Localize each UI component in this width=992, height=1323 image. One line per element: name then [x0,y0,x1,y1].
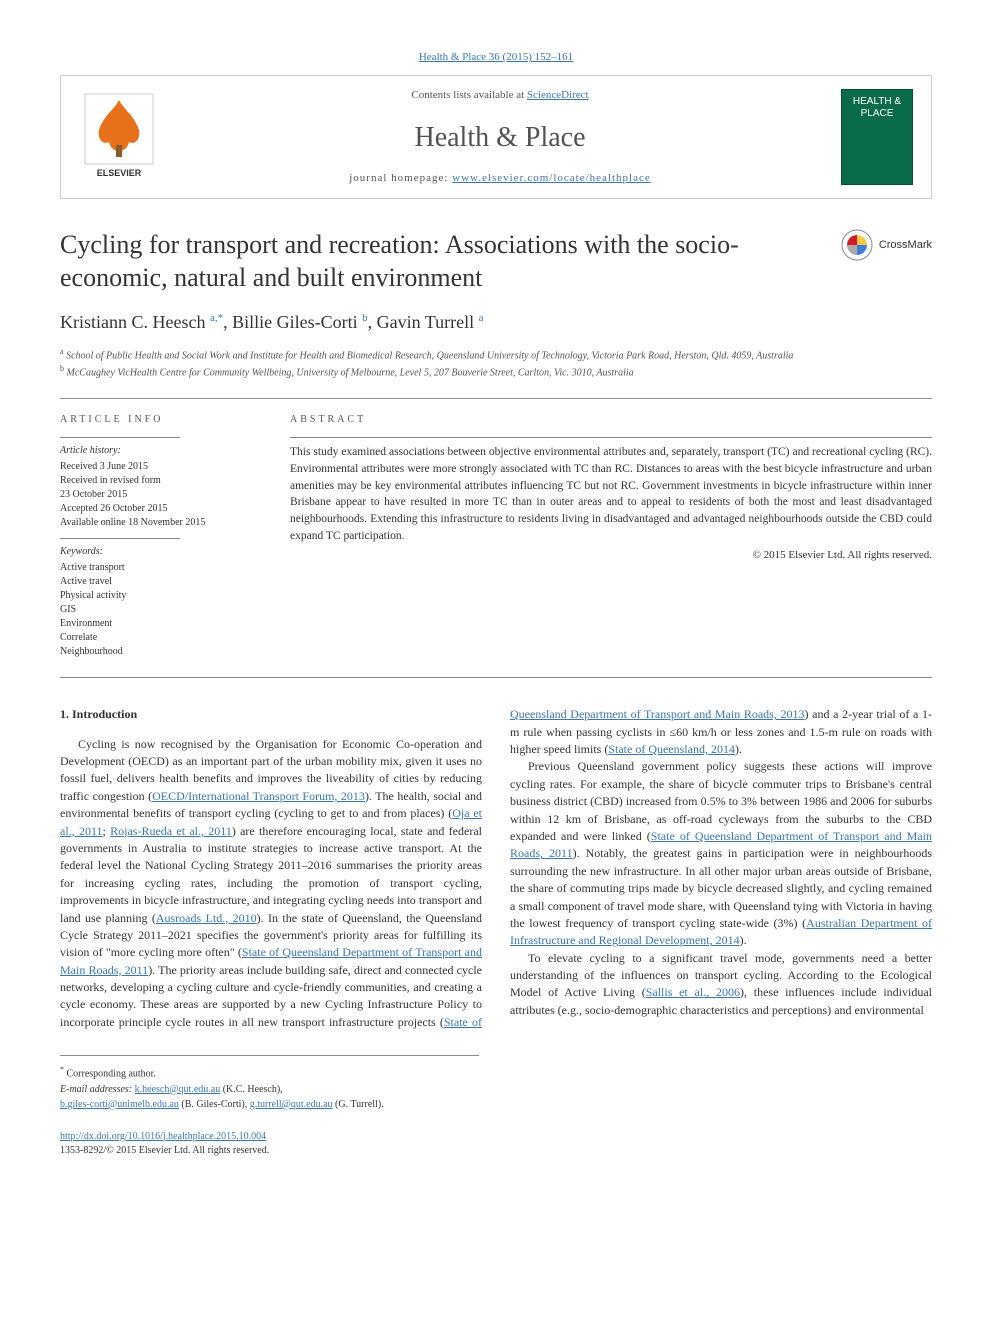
body-paragraph: To elevate cycling to a significant trav… [510,950,932,1020]
email-line: b.giles-corti@unimelb.edu.au (B. Giles-C… [60,1097,479,1112]
abstract-col: ABSTRACT This study examined association… [290,413,932,659]
journal-name: Health & Place [179,118,821,157]
article-header: CrossMark Cycling for transport and recr… [60,229,932,380]
homepage-link[interactable]: www.elsevier.com/locate/healthplace [452,172,651,184]
keyword: Active travel [60,575,260,589]
crossmark-label: CrossMark [879,238,932,253]
authors: Kristiann C. Heesch a,*, Billie Giles-Co… [60,310,932,335]
ref-link[interactable]: OECD/International Transport Forum, 2013 [152,789,365,803]
ref-link[interactable]: Ausroads Ltd., 2010 [156,911,257,925]
email-link[interactable]: k.heesch@qut.edu.au [135,1084,221,1095]
history-item: Received 3 June 2015 [60,460,260,474]
abstract-copyright: © 2015 Elsevier Ltd. All rights reserved… [290,548,932,563]
contents-line: Contents lists available at ScienceDirec… [179,88,821,103]
body-paragraph: Previous Queensland government policy su… [510,758,932,949]
abstract-label: ABSTRACT [290,413,932,427]
doi-block: http://dx.doi.org/10.1016/j.healthplace.… [60,1130,932,1158]
crossmark-icon [841,229,873,261]
doi-link[interactable]: http://dx.doi.org/10.1016/j.healthplace.… [60,1131,266,1142]
page-root: Health & Place 36 (2015) 152–161 ELSEVIE… [0,0,992,1198]
article-info-label: ARTICLE INFO [60,413,260,427]
affiliation-a: a School of Public Health and Social Wor… [60,346,932,363]
meta-abstract-row: ARTICLE INFO Article history: Received 3… [60,413,932,659]
ref-link[interactable]: Rojas-Rueda et al., 2011 [110,824,232,838]
mini-divider-2 [60,538,180,539]
corresponding-author-block: ** Corresponding author. Corresponding a… [60,1055,479,1111]
keyword: Neighbourhood [60,645,260,659]
journal-cover: HEALTH & PLACE [841,89,913,185]
aff-text-b: McCaughey VicHealth Centre for Community… [64,367,634,378]
sciencedirect-link[interactable]: ScienceDirect [527,89,589,101]
keyword: Physical activity [60,589,260,603]
abstract-text: This study examined associations between… [290,444,932,544]
divider-top [60,398,932,399]
email-line: E-mail addresses: k.heesch@qut.edu.au (K… [60,1082,479,1097]
affiliations: a School of Public Health and Social Wor… [60,346,932,381]
keywords-label: Keywords: [60,545,260,559]
body-columns: 1. Introduction Cycling is now recognise… [60,706,932,1031]
header-center: Contents lists available at ScienceDirec… [179,88,821,186]
elsevier-logo: ELSEVIER [79,90,159,185]
journal-header-box: ELSEVIER Contents lists available at Sci… [60,75,932,199]
keyword: Correlate [60,631,260,645]
history-item: Accepted 26 October 2015 [60,502,260,516]
email-link[interactable]: b.giles-corti@unimelb.edu.au [60,1099,179,1110]
email-label: E-mail addresses: [60,1084,135,1095]
corresponding-label: ** Corresponding author. Corresponding a… [60,1064,479,1081]
article-title: Cycling for transport and recreation: As… [60,229,932,294]
crossmark-badge[interactable]: CrossMark [841,229,932,261]
issn-copyright: 1353-8292/© 2015 Elsevier Ltd. All right… [60,1145,269,1156]
history-item: Available online 18 November 2015 [60,516,260,530]
keywords-block: Keywords: Active transport Active travel… [60,545,260,659]
history-item: 23 October 2015 [60,488,260,502]
keyword: GIS [60,603,260,617]
history-item: Received in revised form [60,474,260,488]
mini-divider-3 [290,437,932,438]
elsevier-text: ELSEVIER [97,168,142,178]
keyword: Environment [60,617,260,631]
citation-link[interactable]: Health & Place 36 (2015) 152–161 [419,51,573,63]
cover-title: HEALTH & PLACE [842,90,912,120]
article-info-col: ARTICLE INFO Article history: Received 3… [60,413,260,659]
mini-divider-1 [60,437,180,438]
aff-text-a: School of Public Health and Social Work … [64,350,794,361]
divider-bottom [60,677,932,678]
header-citation: Health & Place 36 (2015) 152–161 [60,50,932,65]
history-label: Article history: [60,444,260,458]
email-link[interactable]: g.turrell@qut.edu.au [250,1099,333,1110]
keyword: Active transport [60,561,260,575]
ref-link[interactable]: Sallis et al., 2006 [646,985,740,999]
homepage-line: journal homepage: www.elsevier.com/locat… [179,171,821,186]
contents-text: Contents lists available at [411,89,526,101]
ref-link[interactable]: State of Queensland, 2014 [608,742,735,756]
section-heading-intro: 1. Introduction [60,706,482,723]
homepage-label: journal homepage: [349,172,452,184]
affiliation-b: b McCaughey VicHealth Centre for Communi… [60,363,932,380]
